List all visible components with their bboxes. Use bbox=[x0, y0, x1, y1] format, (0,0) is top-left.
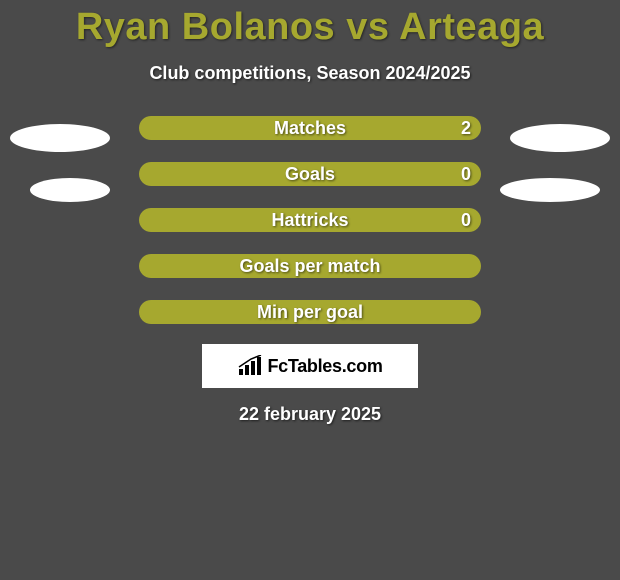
player-right-photo-placeholder bbox=[510, 124, 610, 152]
branding-text: FcTables.com bbox=[267, 356, 382, 377]
page-title: Ryan Bolanos vs Arteaga bbox=[0, 0, 620, 49]
stat-row-matches: Matches 2 bbox=[139, 116, 481, 140]
bar-chart-icon bbox=[237, 355, 263, 377]
subtitle: Club competitions, Season 2024/2025 bbox=[0, 63, 620, 84]
stat-row-hattricks: Hattricks 0 bbox=[139, 208, 481, 232]
stat-value-right: 2 bbox=[461, 118, 471, 139]
stat-label: Hattricks bbox=[271, 210, 348, 231]
stat-row-goals-per-match: Goals per match bbox=[139, 254, 481, 278]
stat-label: Goals per match bbox=[239, 256, 380, 277]
stat-label: Min per goal bbox=[257, 302, 363, 323]
stat-value-right: 0 bbox=[461, 210, 471, 231]
stat-value-right: 0 bbox=[461, 164, 471, 185]
team-left-logo-placeholder bbox=[30, 178, 110, 202]
date-text: 22 february 2025 bbox=[0, 404, 620, 425]
stat-row-goals: Goals 0 bbox=[139, 162, 481, 186]
stat-label: Goals bbox=[285, 164, 335, 185]
stat-label: Matches bbox=[274, 118, 346, 139]
team-right-logo-placeholder bbox=[500, 178, 600, 202]
branding-box: FcTables.com bbox=[202, 344, 418, 388]
player-left-photo-placeholder bbox=[10, 124, 110, 152]
comparison-card: Ryan Bolanos vs Arteaga Club competition… bbox=[0, 0, 620, 580]
stat-row-min-per-goal: Min per goal bbox=[139, 300, 481, 324]
